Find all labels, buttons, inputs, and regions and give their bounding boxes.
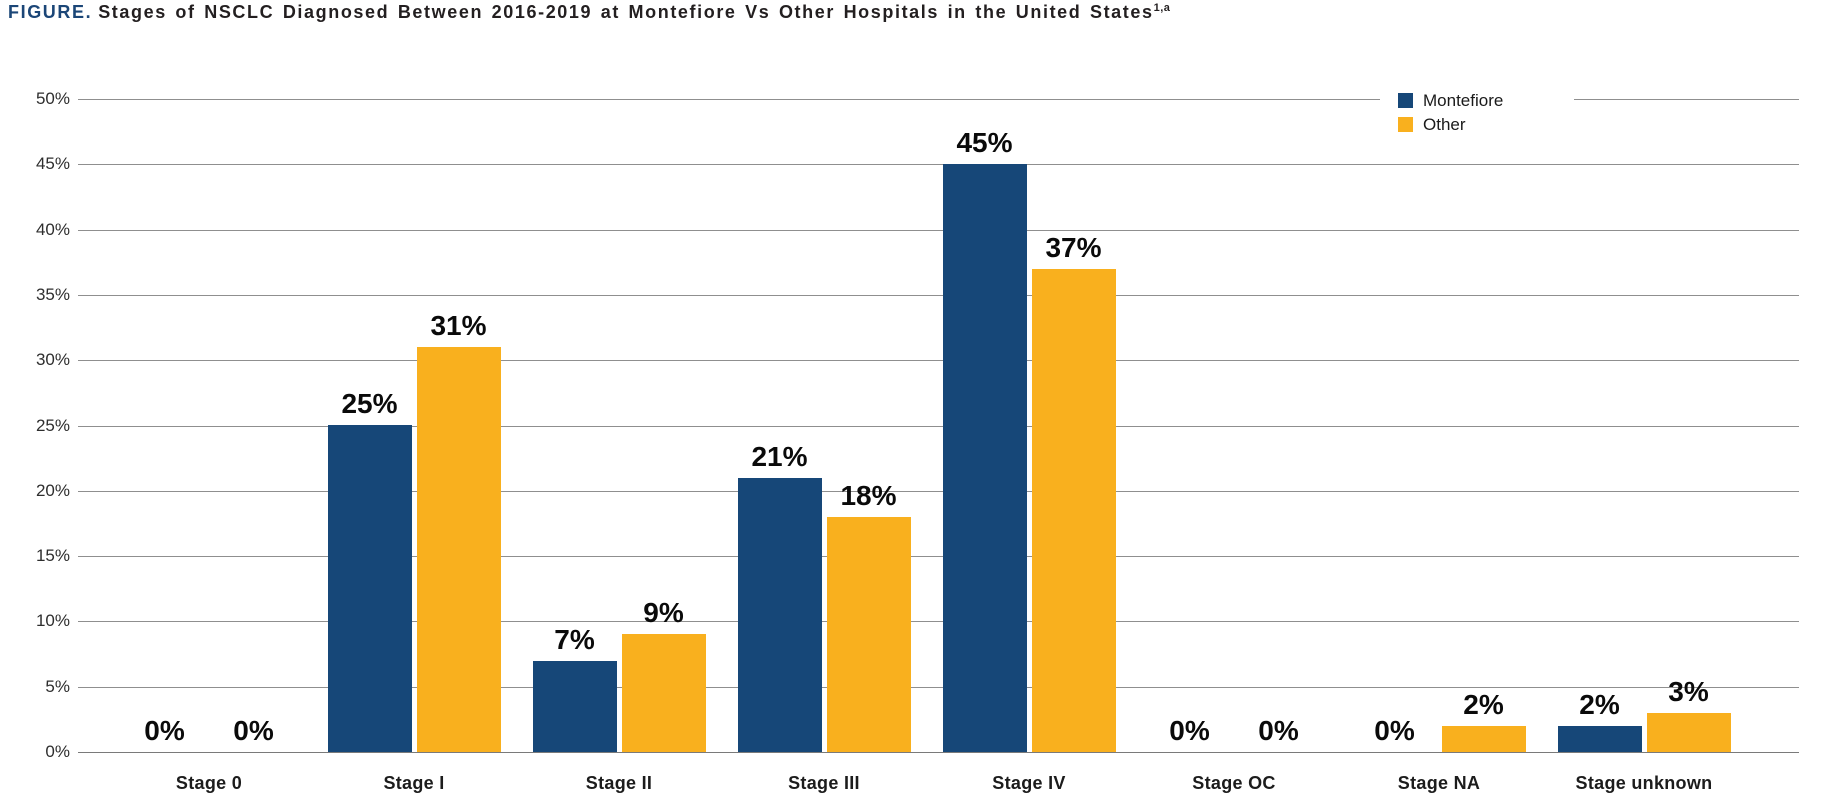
- figure-title: FIGURE. Stages of NSCLC Diagnosed Between…: [8, 2, 1170, 23]
- value-label-other-stage-oc: 0%: [1258, 715, 1299, 746]
- value-label-other-stage-iv: 37%: [1045, 232, 1102, 263]
- value-label-montefiore-stage-i: 25%: [341, 388, 398, 419]
- y-axis-tick-label: 5%: [45, 676, 70, 696]
- value-label-montefiore-stage-ii: 7%: [554, 624, 595, 655]
- value-label-other-stage-0: 0%: [233, 715, 274, 746]
- y-axis-tick-label: 15%: [35, 546, 70, 566]
- value-label-montefiore-stage-oc: 0%: [1169, 715, 1210, 746]
- bar-montefiore-stage-i: [327, 425, 412, 752]
- x-axis-category-label-stage-na: Stage NA: [1397, 773, 1481, 793]
- value-label-other-stage-na: 2%: [1463, 689, 1504, 720]
- value-label-other-stage-ii: 9%: [643, 597, 684, 628]
- x-axis-category-label-stage-ii: Stage II: [585, 773, 653, 793]
- bar-other-stage-unknown: [1646, 713, 1731, 752]
- legend-item-montefiore: Montefiore: [1398, 92, 1574, 109]
- figure-label: FIGURE.: [8, 2, 93, 22]
- gridline-30: [78, 360, 1799, 362]
- value-label-montefiore-stage-unknown: 2%: [1579, 689, 1620, 720]
- bar-other-stage-iv: [1031, 269, 1116, 752]
- x-axis-category-label-stage-oc: Stage OC: [1192, 773, 1276, 793]
- bar-montefiore-stage-iii: [737, 478, 822, 752]
- y-axis-tick-label: 25%: [35, 415, 70, 435]
- value-label-other-stage-iii: 18%: [840, 480, 897, 511]
- legend-label-other: Other: [1423, 115, 1466, 134]
- value-label-montefiore-stage-na: 0%: [1374, 715, 1415, 746]
- x-axis-line: [78, 752, 1799, 753]
- x-axis-category-label-stage-iv: Stage IV: [992, 773, 1066, 793]
- gridline-35: [78, 294, 1799, 296]
- x-axis-category-label-stage-iii: Stage III: [788, 773, 860, 793]
- value-label-other-stage-unknown: 3%: [1668, 676, 1709, 707]
- y-axis-tick-label: 30%: [35, 350, 70, 370]
- y-axis-tick-label: 35%: [35, 284, 70, 304]
- y-axis-tick-label: 10%: [35, 611, 70, 631]
- gridline-50: [78, 99, 1799, 100]
- gridline-15: [78, 556, 1799, 558]
- y-axis-tick-label: 50%: [35, 89, 70, 108]
- figure-superscript: 1,a: [1153, 2, 1171, 14]
- y-axis-tick-label: 45%: [35, 154, 70, 174]
- value-label-montefiore-stage-iii: 21%: [751, 441, 808, 472]
- value-label-montefiore-stage-0: 0%: [144, 715, 185, 746]
- value-label-other-stage-i: 31%: [430, 310, 487, 341]
- gridline-25: [78, 425, 1799, 427]
- gridline-10: [78, 621, 1799, 623]
- legend-swatch-montefiore: [1398, 93, 1413, 108]
- legend-item-other: Other: [1398, 116, 1574, 133]
- legend-swatch-other: [1398, 117, 1413, 132]
- x-axis-category-label-stage-0: Stage 0: [175, 773, 243, 793]
- bar-other-stage-ii: [621, 634, 706, 752]
- bar-other-stage-i: [416, 347, 501, 752]
- chart-legend: Montefiore Other: [1380, 84, 1574, 141]
- gridline-20: [78, 490, 1799, 492]
- figure-title-text: Stages of NSCLC Diagnosed Between 2016-2…: [98, 2, 1154, 22]
- gridline-45: [78, 164, 1799, 166]
- y-axis-tick-label: 0%: [45, 742, 70, 761]
- value-label-montefiore-stage-iv: 45%: [956, 127, 1013, 158]
- bar-other-stage-iii: [826, 517, 911, 752]
- x-axis-category-label-stage-unknown: Stage unknown: [1575, 773, 1713, 793]
- bar-other-stage-na: [1441, 726, 1526, 752]
- x-axis-category-label-stage-i: Stage I: [383, 773, 445, 793]
- bar-montefiore-stage-ii: [532, 661, 617, 752]
- bar-montefiore-stage-iv: [942, 164, 1027, 752]
- bar-montefiore-stage-unknown: [1557, 726, 1642, 752]
- y-axis-tick-label: 20%: [35, 480, 70, 500]
- gridline-40: [78, 229, 1799, 231]
- gridline-5: [78, 686, 1799, 688]
- y-axis-tick-label: 40%: [35, 219, 70, 239]
- legend-label-montefiore: Montefiore: [1423, 91, 1504, 110]
